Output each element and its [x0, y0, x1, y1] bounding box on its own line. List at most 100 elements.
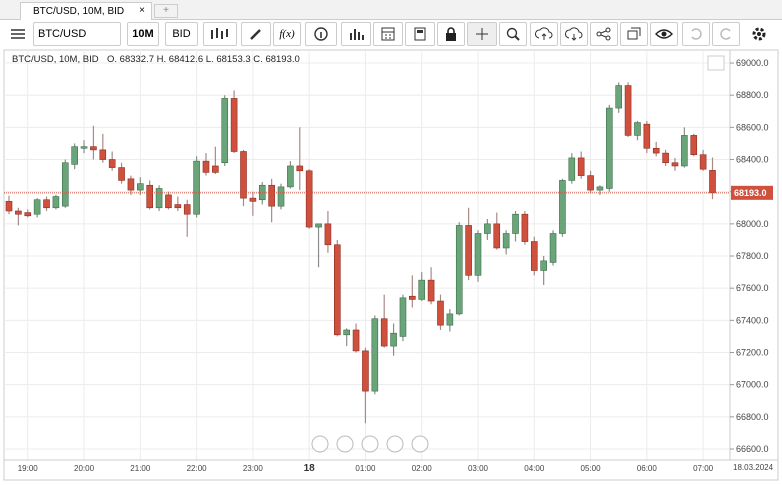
x-tick-label: 02:00 [412, 464, 433, 473]
icon [691, 28, 702, 40]
candle-body [33, 199, 41, 215]
scroll-right[interactable] [411, 435, 429, 453]
icon [314, 27, 328, 41]
last-price-tag [731, 185, 773, 200]
interval-box[interactable]: 10M [127, 22, 159, 46]
candle-body [521, 213, 529, 242]
icon [655, 29, 673, 39]
lock-button[interactable] [437, 22, 465, 46]
icon [565, 27, 583, 41]
candle-body [240, 151, 247, 199]
side-box[interactable]: BID [165, 22, 198, 46]
info-button[interactable] [305, 22, 337, 46]
x-tick-label: 21:00 [130, 464, 151, 473]
candle-body [418, 279, 426, 300]
visibility-button[interactable] [650, 22, 678, 46]
candle-body [484, 223, 491, 234]
candle-body [52, 196, 60, 209]
interval: 10M [132, 28, 154, 40]
maximize-button[interactable] [707, 55, 725, 71]
x-tick-label: 04:00 [524, 464, 545, 473]
candle-body [380, 318, 388, 347]
candle-body [465, 225, 472, 276]
candle-body [390, 332, 397, 347]
crosshair-button[interactable] [467, 22, 497, 46]
y-tick-label: 69000.0 [736, 58, 769, 68]
candle-body [90, 146, 97, 151]
download-button[interactable] [560, 22, 588, 46]
volume-button[interactable] [341, 22, 371, 46]
y-tick-label: 66600.0 [736, 444, 769, 454]
candle-body [268, 184, 275, 207]
chart-type-button[interactable] [203, 22, 237, 46]
x-tick-label: 05:00 [581, 464, 602, 473]
menu-icon[interactable] [8, 26, 28, 42]
ohlc-legend: O. 68332.7 H. 68412.6 L. 68153.3 C. 6819… [107, 54, 300, 65]
x-tick-label: 06:00 [637, 464, 658, 473]
candle-body [568, 157, 576, 181]
candle-body [61, 162, 69, 207]
redo-button[interactable] [712, 22, 740, 46]
zoom-out[interactable] [336, 435, 354, 453]
tab-title: BTC/USD, 10M, BID [33, 6, 125, 17]
candle-body [43, 199, 50, 209]
calculator-button[interactable] [405, 22, 435, 46]
candle-body [455, 225, 463, 315]
symbol-box[interactable]: BTC/USD [33, 22, 121, 46]
candle-body [24, 212, 32, 217]
upload-button[interactable] [530, 22, 558, 46]
y-tick-label: 67400.0 [736, 315, 769, 325]
y-tick-label: 68400.0 [736, 155, 769, 165]
candle-body [127, 178, 135, 191]
icon [627, 27, 641, 40]
zoom-in[interactable] [386, 435, 404, 453]
candle-body [80, 146, 88, 149]
candle-body [174, 204, 182, 209]
draw-button[interactable] [241, 22, 271, 46]
zoom-button[interactable] [499, 22, 527, 46]
candle-body [333, 244, 341, 336]
candle-body [606, 107, 613, 189]
x-tick-label: 22:00 [187, 464, 208, 473]
candle-body [362, 350, 369, 392]
candle-body [624, 85, 632, 136]
price-side: BID [172, 28, 191, 40]
tab-add[interactable]: + [154, 4, 178, 18]
reset[interactable] [361, 435, 379, 453]
x-tick-label: 18 [304, 463, 316, 474]
candle-body [221, 98, 229, 164]
candle-body [155, 188, 163, 209]
candle-body [287, 165, 294, 188]
candle-body [427, 279, 435, 302]
candle-body [249, 197, 257, 202]
icon [596, 27, 611, 41]
y-tick-label: 66800.0 [736, 412, 769, 422]
candle-body [212, 165, 219, 173]
last-price-label: 68193.0 [734, 188, 767, 198]
tab[interactable]: BTC/USD, 10M, BID × [20, 2, 152, 20]
settings-icon[interactable] [750, 25, 768, 43]
template-button[interactable] [620, 22, 648, 46]
y-tick-label: 68600.0 [736, 122, 769, 132]
candle-body [324, 223, 332, 246]
candle-body [493, 223, 501, 249]
calendar-button[interactable] [373, 22, 403, 46]
candle-body [352, 329, 360, 352]
candle-body [399, 297, 407, 337]
undo-button[interactable] [682, 22, 710, 46]
candle-body [409, 295, 416, 300]
candle-body [512, 213, 519, 234]
candle-body [165, 194, 172, 209]
candle-body [540, 260, 547, 271]
function-button[interactable]: f(x) [273, 22, 301, 46]
y-tick-label: 67800.0 [736, 251, 769, 261]
candle-body [315, 223, 322, 228]
tab-close[interactable]: × [139, 5, 145, 16]
candle-body [596, 186, 604, 191]
scroll-left[interactable] [311, 435, 329, 453]
candle-body [202, 160, 210, 173]
x-tick-label: 20:00 [74, 464, 95, 473]
share-button[interactable] [590, 22, 618, 46]
chart-title: BTC/USD, 10M, BID [12, 54, 99, 65]
icon [476, 28, 488, 40]
